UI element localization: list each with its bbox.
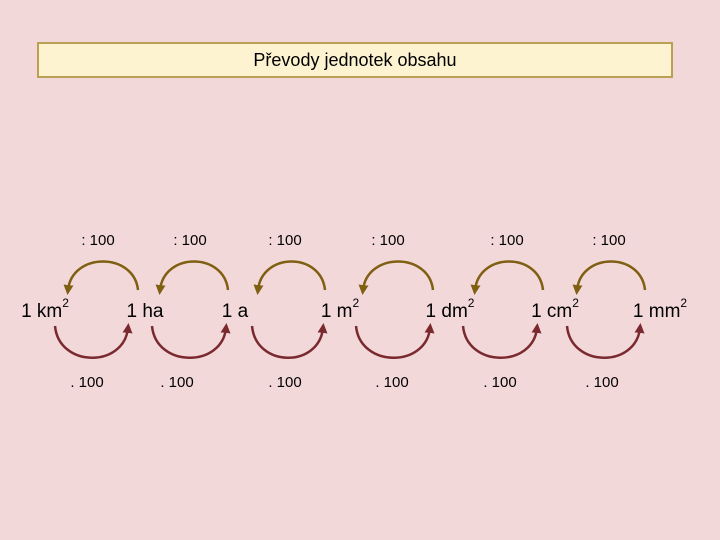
unit: 1 dm2 [426,296,475,322]
title-box [37,42,673,78]
unit-label: 1 ha [127,301,164,322]
multiply-arrow [250,323,328,359]
divide-arrow [253,260,327,295]
multiply-label: . 100 [268,374,301,391]
divide-arrow [358,260,435,295]
divide-label: : 100 [490,232,523,249]
divide-arrow [470,260,545,295]
multiply-arrow [565,323,645,359]
divide-label: : 100 [371,232,404,249]
unit-label: 1 a [222,301,249,322]
unit: 1 km2 [21,296,69,322]
unit-exponent: 2 [680,296,687,310]
unit-exponent: 2 [572,296,579,310]
multiply-label: . 100 [70,374,103,391]
title: Převody jednotek obsahu [253,50,456,70]
unit: 1 m2 [321,296,360,322]
unit-label: 1 mm [633,301,681,322]
divide-label: : 100 [81,232,114,249]
unit: 1 cm2 [531,296,579,322]
multiply-arrow [53,323,133,359]
unit-exponent: 2 [62,296,69,310]
unit-exponent: 2 [468,296,475,310]
unit-exponent: 2 [353,296,360,310]
multiply-arrow [150,323,231,359]
unit: 1 mm2 [633,296,688,322]
multiply-label: . 100 [375,374,408,391]
unit-label: 1 cm [531,301,572,322]
unit: 1 a [222,301,249,322]
divide-label: : 100 [592,232,625,249]
multiply-label: . 100 [160,374,193,391]
divide-arrow [155,260,230,295]
unit: 1 ha [127,301,164,322]
divide-label: : 100 [173,232,206,249]
unit-label: 1 km [21,301,62,322]
multiply-arrow [461,323,542,359]
divide-arrow [572,260,647,295]
divide-arrow [63,260,140,295]
multiply-label: . 100 [585,374,618,391]
divide-label: : 100 [268,232,301,249]
unit-label: 1 m [321,301,353,322]
multiply-label: . 100 [483,374,516,391]
multiply-arrow [354,323,435,359]
unit-label: 1 dm [426,301,468,322]
